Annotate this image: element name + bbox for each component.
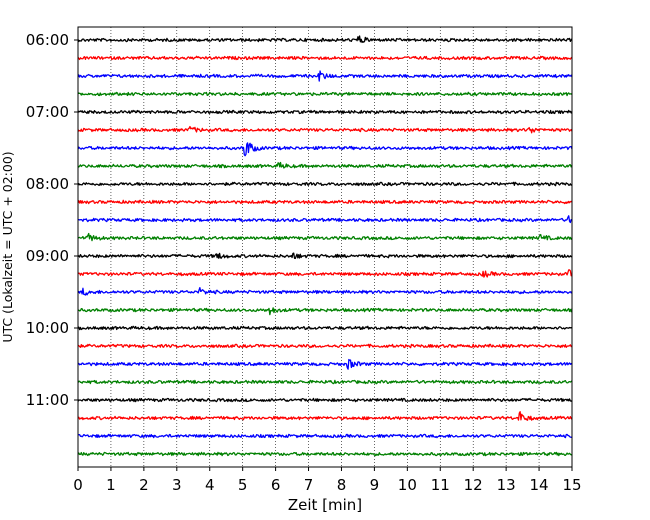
x-tick-label: 10 xyxy=(398,476,417,494)
trace-1030 xyxy=(77,358,573,370)
trace-1115 xyxy=(77,411,573,421)
seismogram-traces xyxy=(77,35,573,457)
x-tick-label: 14 xyxy=(530,476,549,494)
trace-1015 xyxy=(77,343,573,349)
trace-0830 xyxy=(77,215,573,224)
x-tick-label: 8 xyxy=(337,476,347,494)
y-axis: 06:00 07:00 08:00 09:00 10:00 11:00 xyxy=(26,31,78,409)
x-tick-label: 11 xyxy=(431,476,450,494)
x-tick-label: 4 xyxy=(205,476,215,494)
trace-0930 xyxy=(77,287,573,296)
x-tick-label: 15 xyxy=(562,476,581,494)
trace-0715 xyxy=(77,125,573,134)
x-axis: 0 1 2 3 4 5 6 7 8 9 10 11 12 13 14 15 xyxy=(73,467,582,494)
x-tick-label: 2 xyxy=(139,476,149,494)
trace-1145 xyxy=(77,451,573,457)
y-axis-label: UTC (Lokalzeit = UTC + 02:00) xyxy=(0,151,15,342)
trace-0915 xyxy=(77,269,573,278)
trace-1000 xyxy=(77,325,573,331)
trace-1100 xyxy=(77,397,573,403)
y-tick-label: 08:00 xyxy=(26,175,69,193)
y-tick-label: 10:00 xyxy=(26,319,69,337)
x-tick-label: 5 xyxy=(238,476,248,494)
trace-0645 xyxy=(77,91,573,97)
trace-1045 xyxy=(77,379,573,385)
y-tick-label: 09:00 xyxy=(26,247,69,265)
y-tick-label: 06:00 xyxy=(26,31,69,49)
x-tick-label: 7 xyxy=(304,476,314,494)
trace-0900 xyxy=(77,252,573,260)
x-tick-label: 1 xyxy=(106,476,116,494)
x-tick-label: 3 xyxy=(172,476,182,494)
x-tick-label: 13 xyxy=(497,476,516,494)
trace-0730 xyxy=(77,142,573,157)
x-tick-label: 12 xyxy=(464,476,483,494)
trace-0800 xyxy=(77,181,573,187)
trace-0745 xyxy=(77,161,573,169)
trace-0615 xyxy=(77,55,573,61)
x-tick-label: 6 xyxy=(271,476,281,494)
x-tick-label: 9 xyxy=(370,476,380,494)
grid-lines xyxy=(110,27,540,467)
trace-0700 xyxy=(77,109,573,115)
x-axis-label: Zeit [min] xyxy=(288,496,362,514)
y-tick-label: 11:00 xyxy=(26,391,69,409)
plot-frame xyxy=(77,26,573,468)
trace-0845 xyxy=(77,232,573,242)
trace-0600 xyxy=(77,35,573,44)
x-tick-label: 0 xyxy=(73,476,83,494)
y-tick-label: 07:00 xyxy=(26,103,69,121)
trace-0630 xyxy=(77,70,573,82)
trace-1130 xyxy=(77,433,573,439)
trace-0815 xyxy=(77,199,573,205)
trace-0945 xyxy=(77,307,573,316)
